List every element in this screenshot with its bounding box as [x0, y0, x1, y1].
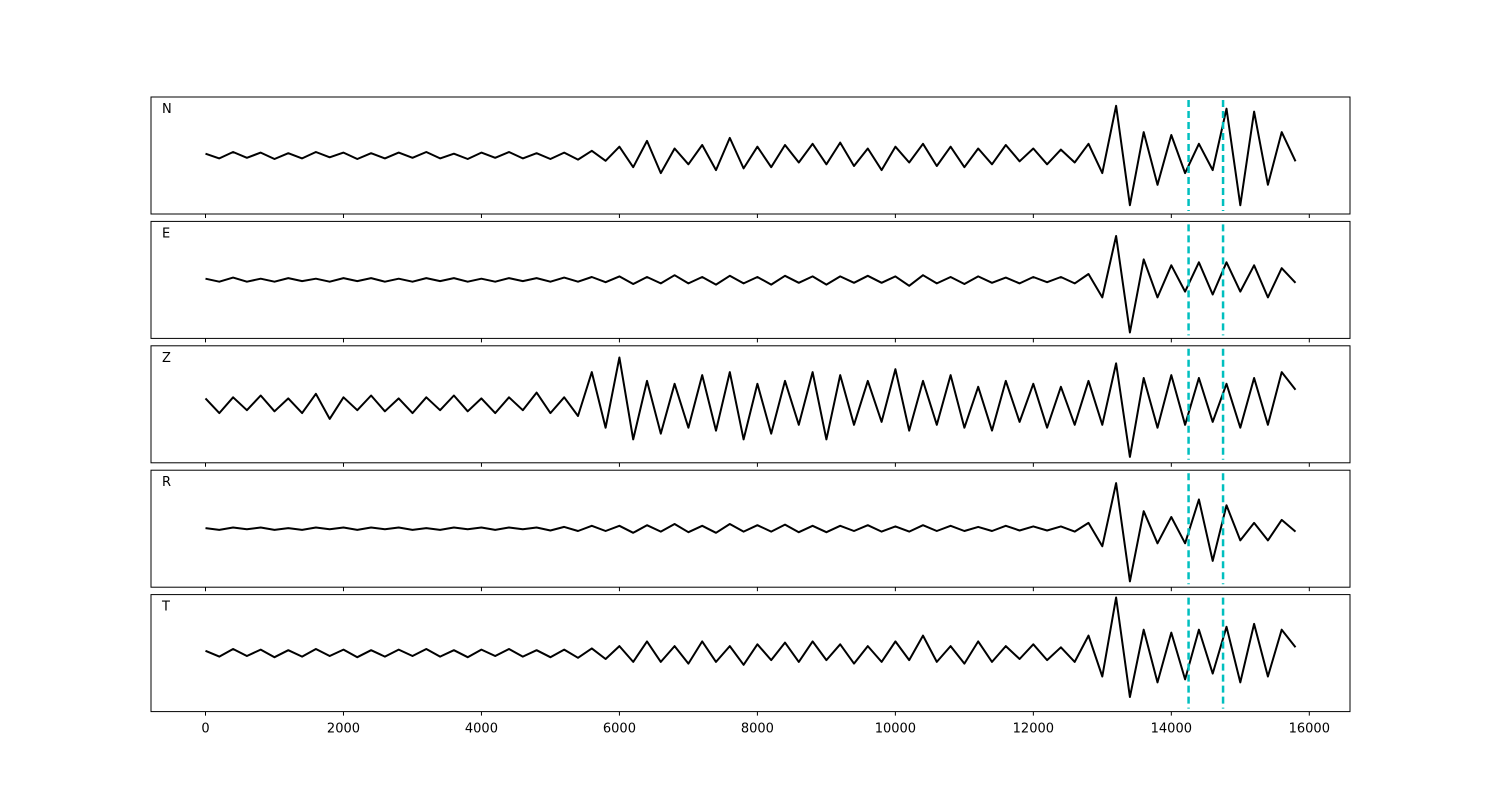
trace — [205, 482, 1297, 583]
panel-frame — [150, 220, 1351, 339]
x-tick-label: 8000 — [741, 722, 774, 737]
panel-label: T — [161, 600, 170, 615]
panel-label: E — [162, 226, 170, 241]
trace — [205, 596, 1297, 698]
panel-frame — [150, 96, 1351, 215]
x-tick-label: 0 — [201, 722, 209, 737]
panel-frame — [150, 469, 1351, 588]
panel-frame — [150, 345, 1351, 464]
x-tick-label: 6000 — [603, 722, 636, 737]
panel-label: R — [162, 475, 171, 490]
x-tick-label: 16000 — [1289, 722, 1330, 737]
panel-label: N — [162, 102, 172, 117]
trace — [204, 356, 1297, 458]
x-tick-label: 4000 — [465, 722, 498, 737]
x-tick-label: 12000 — [1013, 722, 1054, 737]
panel-frame — [150, 594, 1351, 713]
x-tick-label: 2000 — [327, 722, 360, 737]
trace — [205, 235, 1297, 334]
panel-label: Z — [162, 351, 171, 366]
x-tick-label: 10000 — [875, 722, 916, 737]
trace — [205, 104, 1297, 207]
x-tick-label: 14000 — [1151, 722, 1192, 737]
